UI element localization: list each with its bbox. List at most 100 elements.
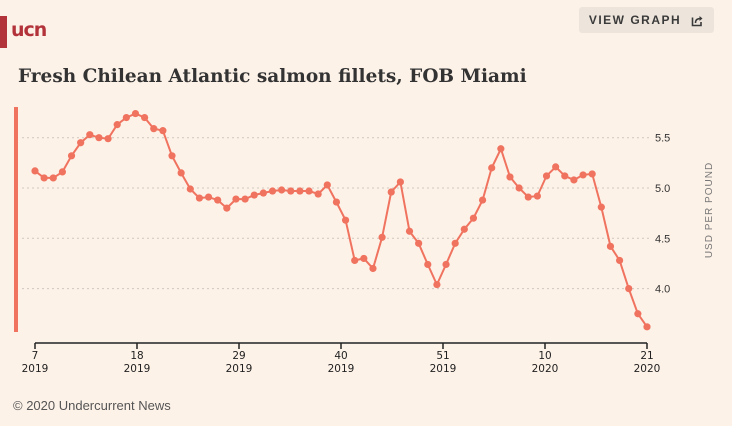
logo-bar (0, 16, 7, 48)
x-tick-year: 2019 (124, 363, 151, 375)
external-share-icon (691, 15, 703, 26)
data-point[interactable] (460, 225, 468, 233)
series-line (31, 109, 651, 331)
data-point[interactable] (606, 242, 615, 250)
x-tick-year: 2019 (22, 363, 49, 375)
data-point[interactable] (378, 233, 386, 241)
y-axis-label: USD PER POUND (704, 162, 715, 258)
data-point[interactable] (305, 187, 313, 195)
x-axis: 7201918201929201940201951201910202021202… (22, 342, 661, 375)
data-point[interactable] (625, 285, 633, 293)
data-point[interactable] (478, 196, 487, 204)
data-point[interactable] (524, 193, 532, 201)
copyright-footer: © 2020 Undercurrent News (13, 398, 171, 413)
data-point[interactable] (615, 256, 624, 265)
view-graph-button[interactable]: VIEW GRAPH (579, 7, 714, 33)
y-tick-label: 5.0 (655, 183, 670, 195)
data-point[interactable] (643, 323, 651, 331)
data-point[interactable] (415, 239, 423, 247)
data-point[interactable] (433, 280, 441, 289)
data-point[interactable] (159, 127, 167, 135)
y-tick-label: 5.5 (655, 133, 670, 145)
y-tick-label: 4.0 (655, 284, 670, 296)
data-point[interactable] (122, 113, 130, 122)
y-tick-labels: 4.0 4.5 5.0 5.5 (655, 133, 670, 296)
data-point[interactable] (278, 186, 286, 194)
gridlines (22, 137, 650, 290)
data-point[interactable] (323, 181, 331, 189)
data-point[interactable] (214, 196, 222, 204)
data-point[interactable] (488, 164, 496, 172)
data-point[interactable] (424, 260, 432, 269)
data-point[interactable] (396, 178, 404, 186)
data-point[interactable] (104, 135, 112, 143)
data-point[interactable] (95, 134, 103, 142)
data-point[interactable] (341, 216, 350, 224)
data-point[interactable] (296, 187, 304, 195)
data-point[interactable] (40, 174, 48, 182)
data-point[interactable] (597, 203, 605, 211)
data-point[interactable] (150, 125, 158, 133)
x-tick-year: 2020 (634, 363, 661, 375)
data-point[interactable] (177, 169, 185, 177)
series-path (34, 112, 648, 328)
x-tick-week: 51 (436, 350, 449, 362)
x-tick-year: 2019 (430, 363, 457, 375)
data-point[interactable] (241, 195, 249, 203)
data-point[interactable] (141, 113, 149, 122)
data-point[interactable] (332, 198, 341, 206)
data-point[interactable] (287, 187, 295, 195)
data-point[interactable] (250, 191, 258, 199)
data-point[interactable] (515, 184, 523, 192)
x-tick-week: 18 (130, 350, 143, 362)
data-point[interactable] (506, 173, 514, 181)
x-tick-year: 2019 (328, 363, 355, 375)
chart-title: Fresh Chilean Atlantic salmon fillets, F… (18, 66, 527, 87)
data-point[interactable] (387, 188, 395, 196)
data-point[interactable] (579, 171, 587, 179)
view-graph-label: VIEW GRAPH (588, 13, 682, 27)
x-tick-year: 2020 (532, 363, 559, 375)
data-point[interactable] (131, 109, 140, 118)
data-point[interactable] (67, 152, 76, 160)
data-point[interactable] (195, 194, 204, 202)
x-tick-week: 29 (232, 350, 245, 362)
data-point[interactable] (369, 264, 377, 273)
data-point[interactable] (58, 168, 67, 176)
data-point[interactable] (351, 256, 359, 265)
data-point[interactable] (405, 227, 414, 235)
data-point[interactable] (49, 174, 57, 182)
data-point[interactable] (314, 190, 322, 198)
x-tick-week: 7 (32, 350, 39, 362)
data-point[interactable] (31, 167, 39, 175)
data-point[interactable] (469, 214, 478, 222)
data-point[interactable] (186, 185, 194, 193)
data-point[interactable] (113, 121, 121, 129)
data-point[interactable] (223, 204, 231, 212)
ucn-logo[interactable]: ucn (11, 19, 47, 41)
data-point[interactable] (561, 172, 569, 180)
data-point[interactable] (552, 163, 560, 171)
y-tick-label: 4.5 (655, 233, 670, 245)
data-point[interactable] (442, 260, 450, 269)
data-point[interactable] (451, 239, 459, 247)
x-tick-year: 2019 (226, 363, 253, 375)
data-point[interactable] (268, 187, 277, 195)
data-point[interactable] (533, 192, 541, 200)
data-point[interactable] (588, 170, 596, 178)
data-point[interactable] (570, 176, 578, 184)
data-point[interactable] (634, 310, 642, 318)
data-point[interactable] (259, 189, 267, 197)
data-point[interactable] (232, 195, 240, 203)
data-point[interactable] (168, 152, 176, 160)
data-point[interactable] (542, 172, 551, 180)
data-point[interactable] (360, 254, 368, 263)
x-tick-week: 21 (640, 350, 653, 362)
x-tick-week: 40 (334, 350, 347, 362)
data-point[interactable] (77, 139, 85, 147)
data-point[interactable] (497, 145, 505, 153)
accent-bar (14, 107, 18, 332)
data-point[interactable] (204, 193, 213, 201)
data-point[interactable] (86, 131, 94, 139)
